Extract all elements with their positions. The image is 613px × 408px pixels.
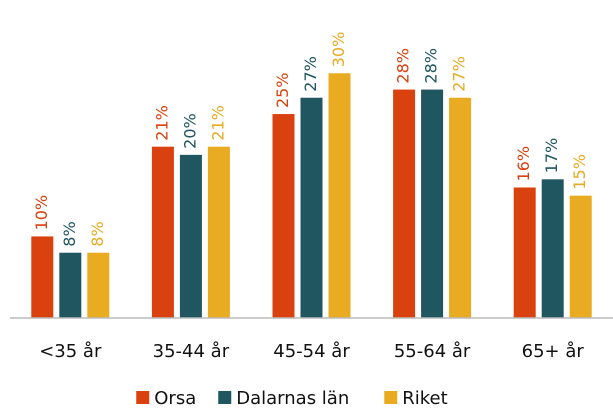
bar	[87, 252, 110, 318]
bar	[393, 89, 416, 318]
data-label: 10%	[32, 195, 51, 231]
x-tick-label: 45-54 år	[273, 341, 350, 362]
bar	[207, 146, 230, 318]
data-label: 27%	[301, 56, 320, 92]
bar	[541, 179, 564, 318]
bar	[328, 73, 351, 319]
bar	[151, 146, 174, 318]
bar	[300, 97, 323, 318]
data-label: 27%	[450, 56, 469, 92]
data-label: 8%	[60, 221, 79, 246]
bar	[31, 236, 54, 318]
data-label: 16%	[514, 146, 533, 182]
data-label: 8%	[88, 221, 107, 246]
x-tick-label: 65+ år	[522, 341, 585, 362]
legend-label: Riket	[402, 388, 447, 408]
x-tick-label: 55-64 år	[394, 341, 471, 362]
legend-label: Orsa	[154, 388, 196, 408]
data-label: 20%	[180, 113, 199, 149]
bar	[449, 97, 472, 318]
bar	[513, 187, 536, 318]
data-label: 28%	[394, 48, 413, 84]
bar	[59, 252, 82, 318]
data-label: 21%	[152, 105, 171, 141]
data-label: 21%	[208, 105, 227, 141]
data-label: 15%	[570, 154, 589, 190]
bar	[569, 195, 592, 318]
data-label: 17%	[542, 138, 561, 174]
x-tick-label: <35 år	[39, 341, 102, 362]
x-tick-label: 35-44 år	[153, 341, 230, 362]
data-label: 28%	[422, 48, 441, 84]
legend-label: Dalarnas län	[236, 388, 349, 408]
bar	[421, 89, 444, 318]
legend-swatch	[136, 391, 150, 404]
legend-swatch	[384, 391, 398, 404]
legend-swatch	[218, 391, 232, 404]
bar	[179, 154, 202, 318]
bar	[272, 114, 295, 318]
data-label: 30%	[329, 32, 348, 68]
data-label: 25%	[273, 72, 292, 108]
